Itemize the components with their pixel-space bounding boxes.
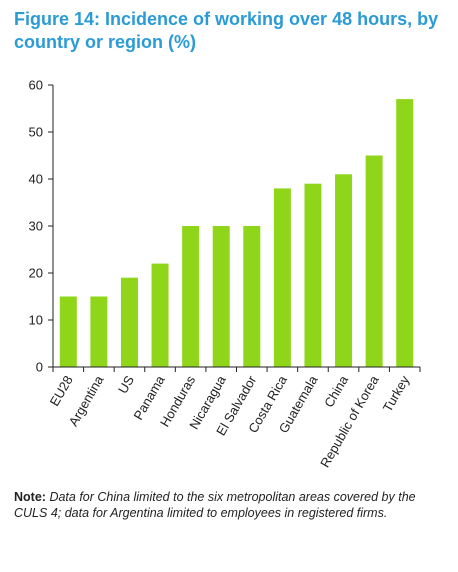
figure-note: Note: Data for China limited to the six … (14, 489, 444, 521)
bar (151, 263, 169, 367)
y-tick-label: 20 (29, 266, 43, 281)
y-axis: 0 10 20 30 40 50 60 (29, 78, 54, 375)
bar (365, 155, 383, 367)
x-tick-label: China (321, 372, 351, 410)
y-tick-label: 30 (29, 219, 43, 234)
x-tick-label: EU28 (47, 373, 76, 409)
bar (90, 296, 108, 367)
bar (273, 188, 291, 367)
bar (59, 296, 77, 367)
bar (212, 226, 230, 367)
bar (182, 226, 200, 367)
y-tick-label: 50 (29, 125, 43, 140)
y-tick-label: 0 (36, 360, 43, 375)
x-tick-label: Republic of Korea (317, 372, 382, 470)
x-tick-label: Turkey (380, 373, 413, 415)
figure-title: Figure 14: Incidence of working over 48 … (14, 9, 439, 52)
x-tick-label: US (115, 373, 137, 396)
y-tick-label: 10 (29, 313, 43, 328)
note-label: Note: (14, 490, 46, 504)
y-tick-label: 60 (29, 78, 43, 93)
bar (335, 174, 353, 367)
bar (396, 99, 414, 367)
note-text: Data for China limited to the six metrop… (14, 490, 416, 520)
bars-group (59, 99, 414, 367)
bar (243, 226, 261, 367)
bar (120, 277, 138, 367)
y-tick-label: 40 (29, 172, 43, 187)
bar (304, 183, 322, 367)
